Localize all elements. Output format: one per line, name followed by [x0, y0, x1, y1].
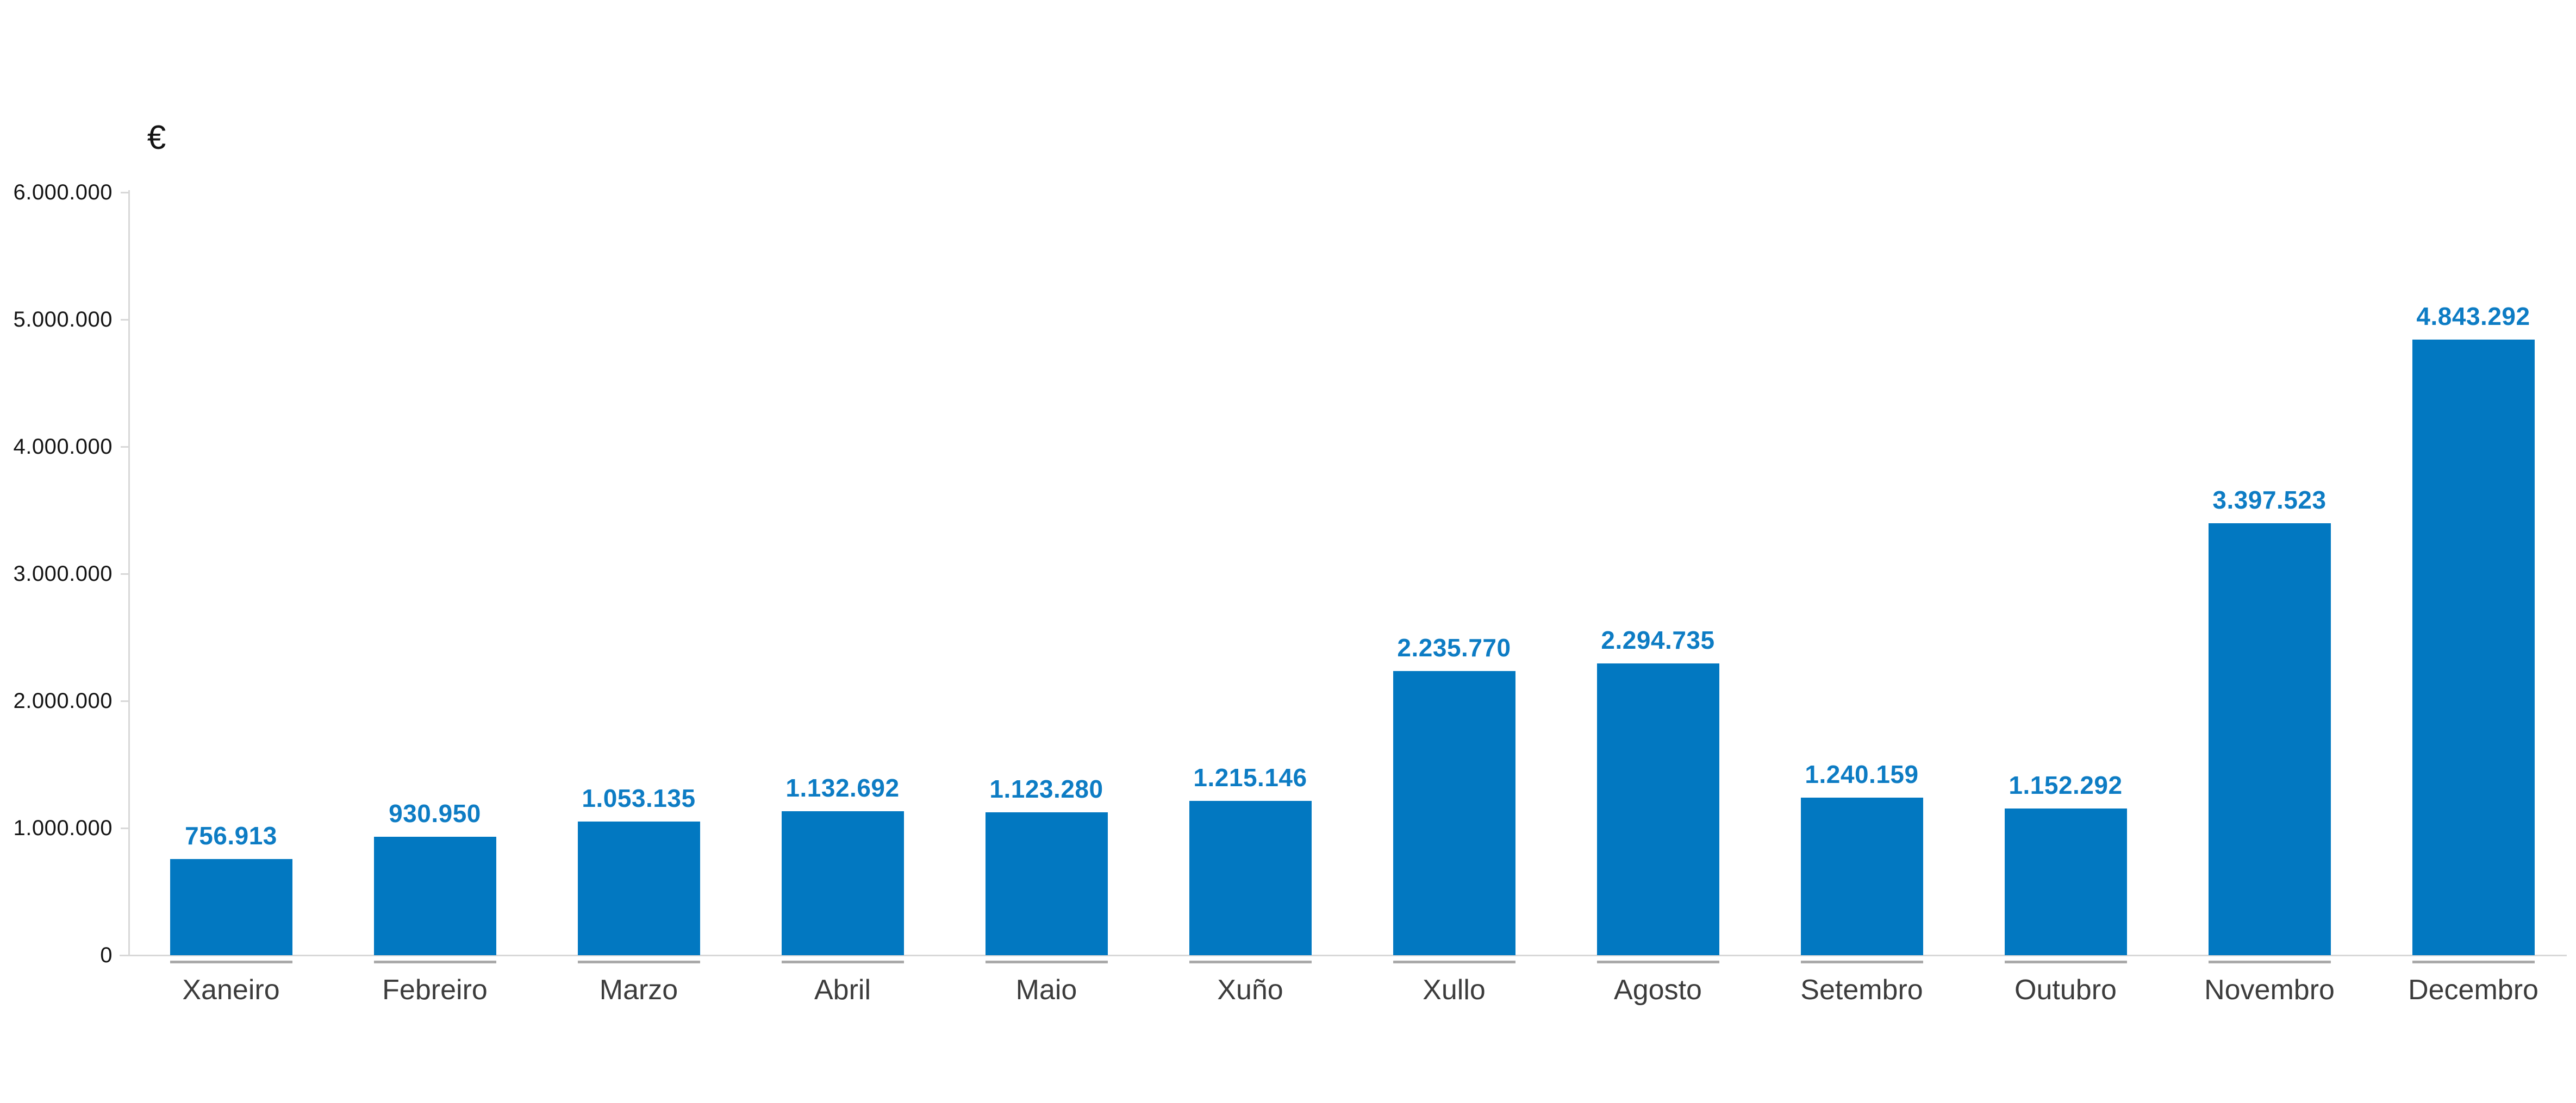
category-tick	[2004, 961, 2127, 963]
y-axis-tick	[121, 319, 129, 321]
y-axis-tick	[121, 192, 129, 193]
y-axis-unit-label: €	[147, 119, 166, 156]
bar-agosto	[1596, 663, 1719, 955]
x-axis-category-label: Xaneiro	[182, 974, 280, 1006]
y-axis-tick-label: 4.000.000	[13, 435, 113, 459]
x-axis-category-label: Xullo	[1423, 974, 1486, 1006]
category-tick	[781, 961, 904, 963]
bar-marzo	[577, 821, 700, 955]
y-axis-tick	[121, 700, 129, 702]
bar-novembro	[2208, 523, 2331, 955]
x-axis-category-label: Agosto	[1614, 974, 1702, 1006]
category-tick	[985, 961, 1108, 963]
bar-xaneiro	[170, 858, 292, 955]
x-axis-category-label: Decembro	[2408, 974, 2538, 1006]
bar-value-label: 1.240.159	[1805, 760, 1919, 788]
bar-xuño	[1189, 800, 1312, 955]
bar-maio	[985, 812, 1108, 955]
x-axis-category-label: Abril	[814, 974, 871, 1006]
bar-value-label: 4.843.292	[2416, 302, 2530, 330]
y-axis-tick-label: 1.000.000	[13, 816, 113, 840]
x-axis-category-label: Febreiro	[382, 974, 488, 1006]
x-axis-category-label: Marzo	[599, 974, 678, 1006]
x-axis-category-label: Xuño	[1217, 974, 1283, 1006]
category-tick	[373, 961, 496, 963]
category-tick	[2208, 961, 2331, 963]
y-axis-tick-label: 5.000.000	[13, 308, 113, 331]
bar-xullo	[1393, 670, 1515, 955]
y-axis-tick-label: 6.000.000	[13, 180, 113, 204]
bar-value-label: 930.950	[389, 799, 481, 828]
y-axis-tick-label: 0	[100, 943, 113, 967]
category-tick	[1393, 961, 1515, 963]
bar-setembro	[1800, 797, 1923, 955]
bar-outubro	[2004, 809, 2127, 955]
category-tick	[1189, 961, 1312, 963]
y-axis-tick	[121, 573, 129, 575]
category-tick	[2412, 961, 2535, 963]
bar-value-label: 1.053.135	[582, 784, 696, 812]
bar-value-label: 1.152.292	[2009, 771, 2123, 800]
x-axis-category-label: Outubro	[2014, 974, 2117, 1006]
y-axis-tick-label: 2.000.000	[13, 689, 113, 713]
y-axis-tick	[121, 446, 129, 448]
x-axis-category-label: Maio	[1015, 974, 1077, 1006]
y-axis-tick	[121, 828, 129, 829]
x-axis-category-label: Novembro	[2204, 974, 2335, 1006]
category-tick	[577, 961, 700, 963]
bar-value-label: 2.235.770	[1397, 633, 1511, 662]
bar-value-label: 2.294.735	[1601, 626, 1715, 655]
y-axis-tick	[121, 955, 129, 956]
bar-value-label: 1.132.692	[785, 773, 900, 802]
category-tick	[1596, 961, 1719, 963]
category-tick	[1800, 961, 1923, 963]
bar-decembro	[2412, 339, 2535, 955]
bar-value-label: 1.123.280	[989, 775, 1103, 804]
bar-febreiro	[373, 837, 496, 955]
bar-value-label: 1.215.146	[1193, 763, 1307, 792]
x-axis-category-label: Setembro	[1800, 974, 1923, 1006]
bar-value-label: 3.397.523	[2212, 485, 2326, 514]
category-tick	[170, 961, 292, 963]
x-axis-baseline	[120, 955, 2567, 956]
y-axis-tick-label: 3.000.000	[13, 562, 113, 586]
bar-abril	[781, 811, 904, 955]
bar-value-label: 756.913	[185, 821, 277, 850]
